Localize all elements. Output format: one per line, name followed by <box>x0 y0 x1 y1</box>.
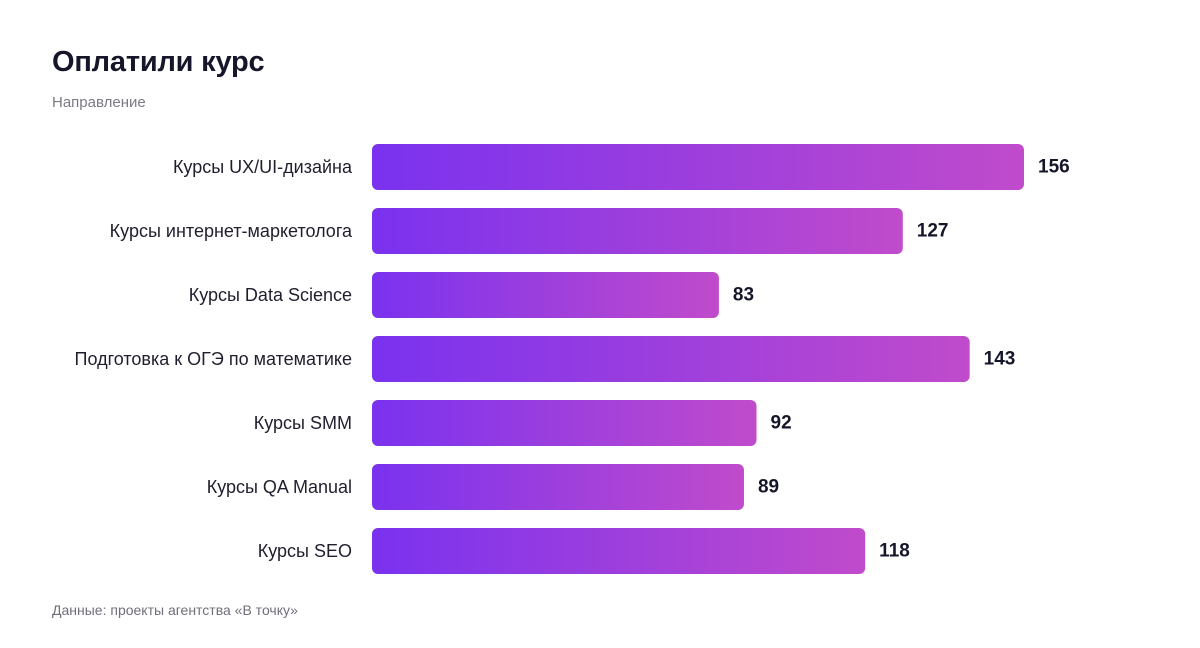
bar <box>372 464 744 510</box>
bar <box>372 336 970 382</box>
bar <box>372 208 903 254</box>
value-label: 83 <box>733 285 754 306</box>
chart-title: Оплатили курс <box>52 46 265 78</box>
bar <box>372 528 866 574</box>
chart-subtitle: Направление <box>52 94 146 111</box>
data-source-note: Данные: проекты агентства «В точку» <box>52 602 298 618</box>
bar <box>372 144 1024 190</box>
category-label: Подготовка к ОГЭ по математике <box>75 349 352 369</box>
bars-group: Курсы UX/UI-дизайна 156 Курсы интернет-мар… <box>75 144 1070 574</box>
category-label: Курсы SMM <box>254 413 352 433</box>
category-label: Курсы SEO <box>258 541 352 561</box>
value-label: 118 <box>879 541 910 562</box>
category-label: Курсы UX/UI-дизайна <box>173 157 353 177</box>
category-label: Курсы Data Science <box>189 285 352 305</box>
value-label: 92 <box>771 413 792 434</box>
value-label: 156 <box>1038 157 1070 178</box>
bar <box>372 400 757 446</box>
category-label: Курсы интернет-маркетолога <box>110 221 353 241</box>
bar <box>372 272 719 318</box>
category-label: Курсы QA Manual <box>207 477 352 497</box>
value-label: 89 <box>758 477 779 498</box>
value-label: 127 <box>917 221 949 242</box>
value-label: 143 <box>984 349 1016 370</box>
